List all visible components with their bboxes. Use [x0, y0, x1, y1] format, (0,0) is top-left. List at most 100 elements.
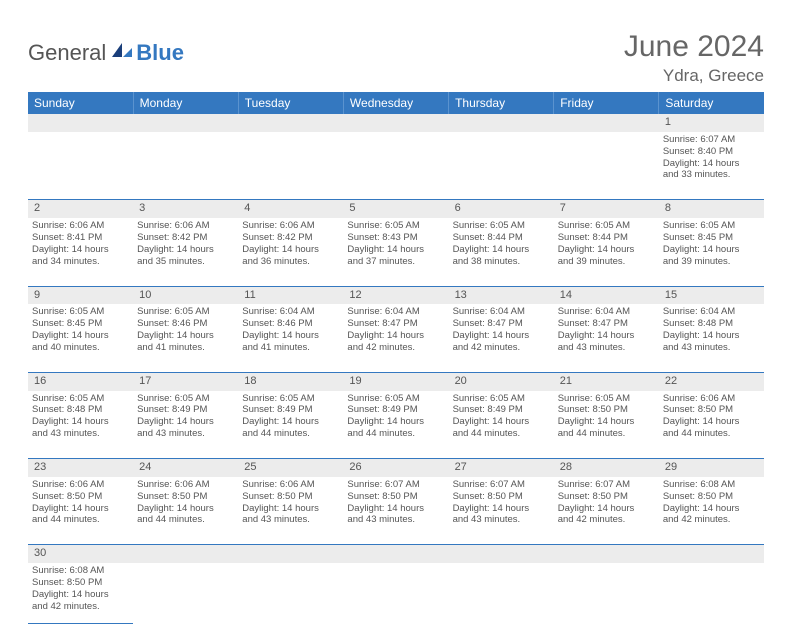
day-number: 25 [238, 459, 343, 477]
day-cell: Sunrise: 6:04 AMSunset: 8:46 PMDaylight:… [238, 304, 343, 372]
day-line: Sunrise: 6:06 AM [32, 220, 129, 232]
day-cell: Sunrise: 6:07 AMSunset: 8:40 PMDaylight:… [659, 132, 764, 200]
day-line: and 38 minutes. [453, 256, 550, 268]
day-cell: Sunrise: 6:04 AMSunset: 8:47 PMDaylight:… [343, 304, 448, 372]
day-line: and 43 minutes. [558, 342, 655, 354]
day-cell: Sunrise: 6:06 AMSunset: 8:42 PMDaylight:… [133, 218, 238, 286]
day-cell [554, 563, 659, 623]
day-line: Daylight: 14 hours [32, 330, 129, 342]
day-cell: Sunrise: 6:04 AMSunset: 8:48 PMDaylight:… [659, 304, 764, 372]
day-line: and 43 minutes. [242, 514, 339, 526]
day-line: Sunrise: 6:07 AM [663, 134, 760, 146]
day-line: and 42 minutes. [453, 342, 550, 354]
day-number: 10 [133, 286, 238, 304]
day-line: Sunset: 8:50 PM [32, 577, 129, 589]
day-line: Sunrise: 6:05 AM [347, 220, 444, 232]
day-cell: Sunrise: 6:07 AMSunset: 8:50 PMDaylight:… [554, 477, 659, 545]
title-block: June 2024 Ydra, Greece [624, 30, 764, 86]
day-line: and 39 minutes. [558, 256, 655, 268]
day-cell [238, 132, 343, 200]
day-cell: Sunrise: 6:08 AMSunset: 8:50 PMDaylight:… [28, 563, 133, 623]
day-cell: Sunrise: 6:05 AMSunset: 8:43 PMDaylight:… [343, 218, 448, 286]
day-cell: Sunrise: 6:08 AMSunset: 8:50 PMDaylight:… [659, 477, 764, 545]
day-line: Daylight: 14 hours [137, 244, 234, 256]
month-title: June 2024 [624, 30, 764, 64]
day-number [554, 114, 659, 132]
day-cell [449, 563, 554, 623]
day-line: Sunset: 8:44 PM [558, 232, 655, 244]
day-cell: Sunrise: 6:05 AMSunset: 8:49 PMDaylight:… [343, 391, 448, 459]
day-line: and 43 minutes. [453, 514, 550, 526]
day-line: Sunset: 8:40 PM [663, 146, 760, 158]
day-line: Sunset: 8:43 PM [347, 232, 444, 244]
day-cell: Sunrise: 6:05 AMSunset: 8:49 PMDaylight:… [133, 391, 238, 459]
day-number: 11 [238, 286, 343, 304]
day-line: Sunrise: 6:07 AM [453, 479, 550, 491]
day-number: 21 [554, 372, 659, 390]
day-number [659, 545, 764, 563]
day-number [28, 114, 133, 132]
day-line: and 44 minutes. [663, 428, 760, 440]
day-number: 19 [343, 372, 448, 390]
day-number: 24 [133, 459, 238, 477]
day-line: Sunrise: 6:05 AM [453, 220, 550, 232]
day-line: Sunrise: 6:05 AM [137, 393, 234, 405]
day-line: Daylight: 14 hours [32, 503, 129, 515]
day-line: Sunset: 8:50 PM [663, 404, 760, 416]
daynum-row: 16171819202122 [28, 372, 764, 390]
day-number: 23 [28, 459, 133, 477]
day-line: Sunset: 8:48 PM [32, 404, 129, 416]
daynum-row: 23242526272829 [28, 459, 764, 477]
day-number [133, 114, 238, 132]
day-line: Daylight: 14 hours [137, 503, 234, 515]
day-line: and 44 minutes. [32, 514, 129, 526]
location: Ydra, Greece [624, 66, 764, 86]
day-cell: Sunrise: 6:05 AMSunset: 8:49 PMDaylight:… [449, 391, 554, 459]
day-line: Daylight: 14 hours [663, 330, 760, 342]
weekday-header: Thursday [449, 92, 554, 114]
day-line: Daylight: 14 hours [558, 503, 655, 515]
day-line: and 39 minutes. [663, 256, 760, 268]
day-cell [133, 563, 238, 623]
day-line: and 43 minutes. [663, 342, 760, 354]
weekday-header: Wednesday [343, 92, 448, 114]
day-cell [28, 132, 133, 200]
day-line: Daylight: 14 hours [347, 416, 444, 428]
day-line: and 43 minutes. [347, 514, 444, 526]
day-content-row: Sunrise: 6:08 AMSunset: 8:50 PMDaylight:… [28, 563, 764, 623]
day-line: Sunrise: 6:06 AM [663, 393, 760, 405]
day-cell: Sunrise: 6:05 AMSunset: 8:44 PMDaylight:… [554, 218, 659, 286]
day-cell [343, 563, 448, 623]
day-line: Sunrise: 6:05 AM [558, 220, 655, 232]
day-cell: Sunrise: 6:05 AMSunset: 8:45 PMDaylight:… [28, 304, 133, 372]
logo-text-blue: Blue [136, 40, 184, 66]
day-line: and 44 minutes. [453, 428, 550, 440]
day-line: Sunrise: 6:05 AM [137, 306, 234, 318]
day-number: 30 [28, 545, 133, 563]
day-line: Daylight: 14 hours [663, 416, 760, 428]
day-line: Sunset: 8:50 PM [453, 491, 550, 503]
day-cell: Sunrise: 6:05 AMSunset: 8:49 PMDaylight:… [238, 391, 343, 459]
day-number: 9 [28, 286, 133, 304]
day-line: Sunset: 8:48 PM [663, 318, 760, 330]
day-number: 29 [659, 459, 764, 477]
day-line: Sunset: 8:50 PM [242, 491, 339, 503]
day-line: Sunrise: 6:04 AM [453, 306, 550, 318]
day-number: 4 [238, 200, 343, 218]
day-line: Daylight: 14 hours [32, 589, 129, 601]
day-line: Sunrise: 6:06 AM [137, 220, 234, 232]
daynum-row: 1 [28, 114, 764, 132]
weekday-header: Monday [133, 92, 238, 114]
day-line: Daylight: 14 hours [137, 330, 234, 342]
day-cell: Sunrise: 6:06 AMSunset: 8:50 PMDaylight:… [238, 477, 343, 545]
day-line: and 42 minutes. [558, 514, 655, 526]
day-line: and 36 minutes. [242, 256, 339, 268]
day-line: Daylight: 14 hours [558, 244, 655, 256]
day-line: Sunrise: 6:05 AM [663, 220, 760, 232]
logo-sail-icon [110, 41, 134, 66]
day-line: Daylight: 14 hours [347, 330, 444, 342]
day-line: Sunrise: 6:05 AM [32, 306, 129, 318]
day-number: 17 [133, 372, 238, 390]
day-cell: Sunrise: 6:05 AMSunset: 8:46 PMDaylight:… [133, 304, 238, 372]
day-line: Sunrise: 6:06 AM [242, 220, 339, 232]
